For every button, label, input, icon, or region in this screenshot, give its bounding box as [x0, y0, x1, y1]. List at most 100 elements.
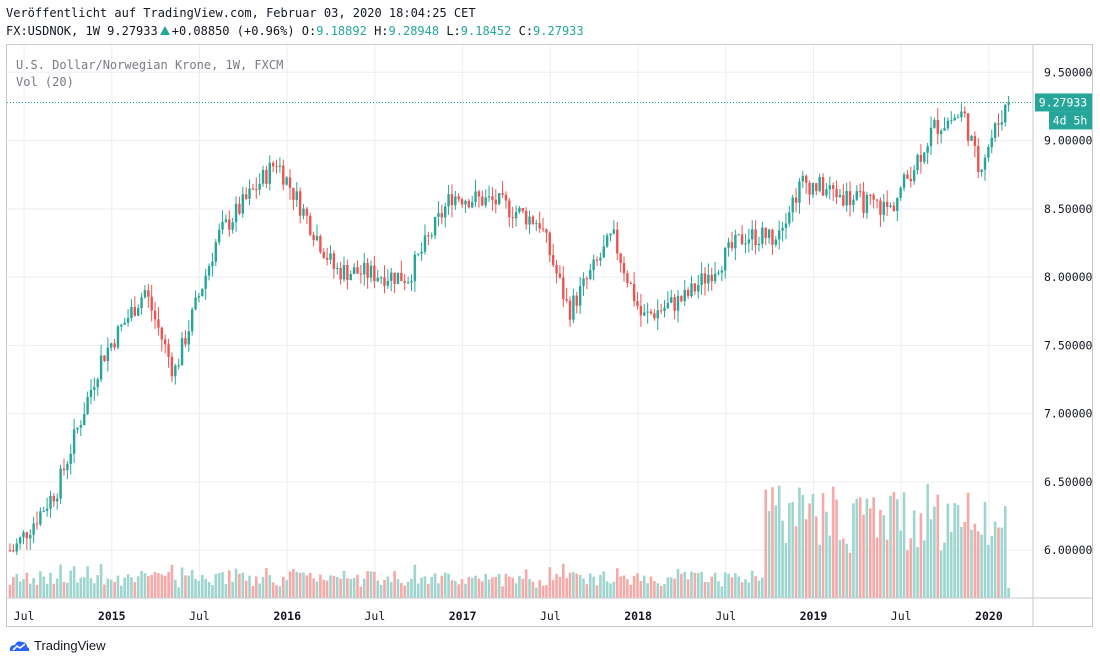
candle[interactable]: [275, 159, 278, 174]
candle[interactable]: [983, 154, 987, 181]
candle[interactable]: [366, 258, 369, 289]
candle[interactable]: [740, 225, 744, 246]
candle[interactable]: [110, 342, 113, 352]
candle[interactable]: [548, 231, 551, 263]
candle[interactable]: [585, 276, 589, 290]
candle[interactable]: [406, 276, 410, 284]
candle[interactable]: [599, 252, 602, 267]
candle[interactable]: [501, 181, 504, 199]
candle[interactable]: [960, 103, 963, 122]
candle[interactable]: [697, 274, 700, 299]
candle[interactable]: [707, 263, 710, 292]
candle[interactable]: [751, 220, 754, 251]
candle[interactable]: [528, 210, 531, 234]
candle[interactable]: [302, 204, 305, 220]
candle[interactable]: [120, 323, 123, 332]
candle[interactable]: [427, 231, 430, 246]
candle[interactable]: [25, 531, 29, 550]
candle[interactable]: [538, 211, 541, 233]
candle[interactable]: [130, 299, 133, 322]
candle[interactable]: [248, 179, 251, 206]
candle[interactable]: [477, 189, 481, 208]
candle[interactable]: [666, 291, 670, 310]
candle[interactable]: [562, 266, 565, 307]
candle[interactable]: [379, 276, 383, 285]
candle[interactable]: [993, 121, 997, 143]
candle[interactable]: [147, 284, 150, 308]
candle[interactable]: [413, 250, 417, 292]
candle[interactable]: [747, 228, 751, 253]
candle[interactable]: [390, 267, 393, 292]
candle[interactable]: [717, 269, 720, 276]
candle[interactable]: [464, 199, 467, 213]
candle[interactable]: [484, 189, 487, 208]
candle[interactable]: [997, 113, 1000, 137]
candle[interactable]: [656, 299, 659, 331]
candle[interactable]: [444, 202, 447, 228]
candle[interactable]: [508, 197, 511, 227]
candle[interactable]: [727, 237, 730, 257]
candle[interactable]: [639, 294, 643, 327]
candle[interactable]: [190, 307, 194, 336]
candle[interactable]: [319, 234, 322, 254]
candle[interactable]: [541, 217, 545, 233]
candle[interactable]: [521, 207, 525, 214]
candle[interactable]: [855, 185, 858, 202]
candle[interactable]: [818, 173, 821, 193]
candle[interactable]: [393, 272, 396, 294]
candle[interactable]: [595, 256, 599, 266]
candle[interactable]: [93, 377, 96, 401]
candle[interactable]: [578, 276, 582, 315]
candle[interactable]: [653, 309, 656, 321]
candle[interactable]: [150, 284, 153, 322]
candle[interactable]: [234, 196, 238, 232]
candle[interactable]: [737, 234, 740, 236]
candle[interactable]: [869, 193, 872, 205]
candle[interactable]: [39, 507, 42, 527]
candle[interactable]: [663, 300, 666, 318]
candle[interactable]: [572, 288, 575, 324]
candle[interactable]: [231, 217, 234, 234]
candle[interactable]: [970, 134, 973, 142]
candle[interactable]: [214, 238, 217, 266]
candle[interactable]: [79, 420, 83, 437]
candle[interactable]: [828, 176, 832, 200]
candle[interactable]: [217, 223, 221, 246]
candle[interactable]: [72, 418, 76, 463]
candle[interactable]: [62, 458, 66, 476]
candle[interactable]: [417, 253, 420, 257]
candle[interactable]: [410, 274, 413, 292]
candle[interactable]: [140, 292, 143, 315]
candle[interactable]: [744, 233, 747, 254]
candle[interactable]: [973, 131, 977, 158]
candle[interactable]: [106, 337, 110, 372]
candle[interactable]: [447, 184, 450, 215]
candle[interactable]: [858, 183, 862, 198]
candle[interactable]: [892, 201, 896, 212]
candle[interactable]: [430, 232, 433, 240]
candle[interactable]: [602, 234, 605, 258]
candle[interactable]: [774, 235, 778, 248]
candle[interactable]: [808, 180, 811, 205]
candle[interactable]: [376, 269, 379, 283]
candle[interactable]: [42, 506, 45, 513]
candle[interactable]: [875, 199, 879, 209]
candle[interactable]: [771, 228, 774, 255]
candle[interactable]: [990, 129, 993, 154]
candle[interactable]: [211, 252, 214, 277]
candle[interactable]: [386, 269, 390, 289]
candle[interactable]: [778, 220, 781, 250]
candle[interactable]: [420, 242, 423, 261]
candle[interactable]: [831, 182, 835, 202]
candle[interactable]: [315, 224, 319, 242]
candle[interactable]: [592, 254, 595, 281]
candle[interactable]: [180, 331, 184, 366]
candle[interactable]: [491, 187, 494, 211]
candle[interactable]: [673, 294, 676, 320]
candle[interactable]: [292, 187, 295, 211]
candle[interactable]: [349, 270, 352, 281]
candle[interactable]: [791, 194, 794, 222]
candle[interactable]: [565, 287, 568, 303]
candle[interactable]: [383, 265, 386, 294]
candle[interactable]: [686, 287, 690, 299]
